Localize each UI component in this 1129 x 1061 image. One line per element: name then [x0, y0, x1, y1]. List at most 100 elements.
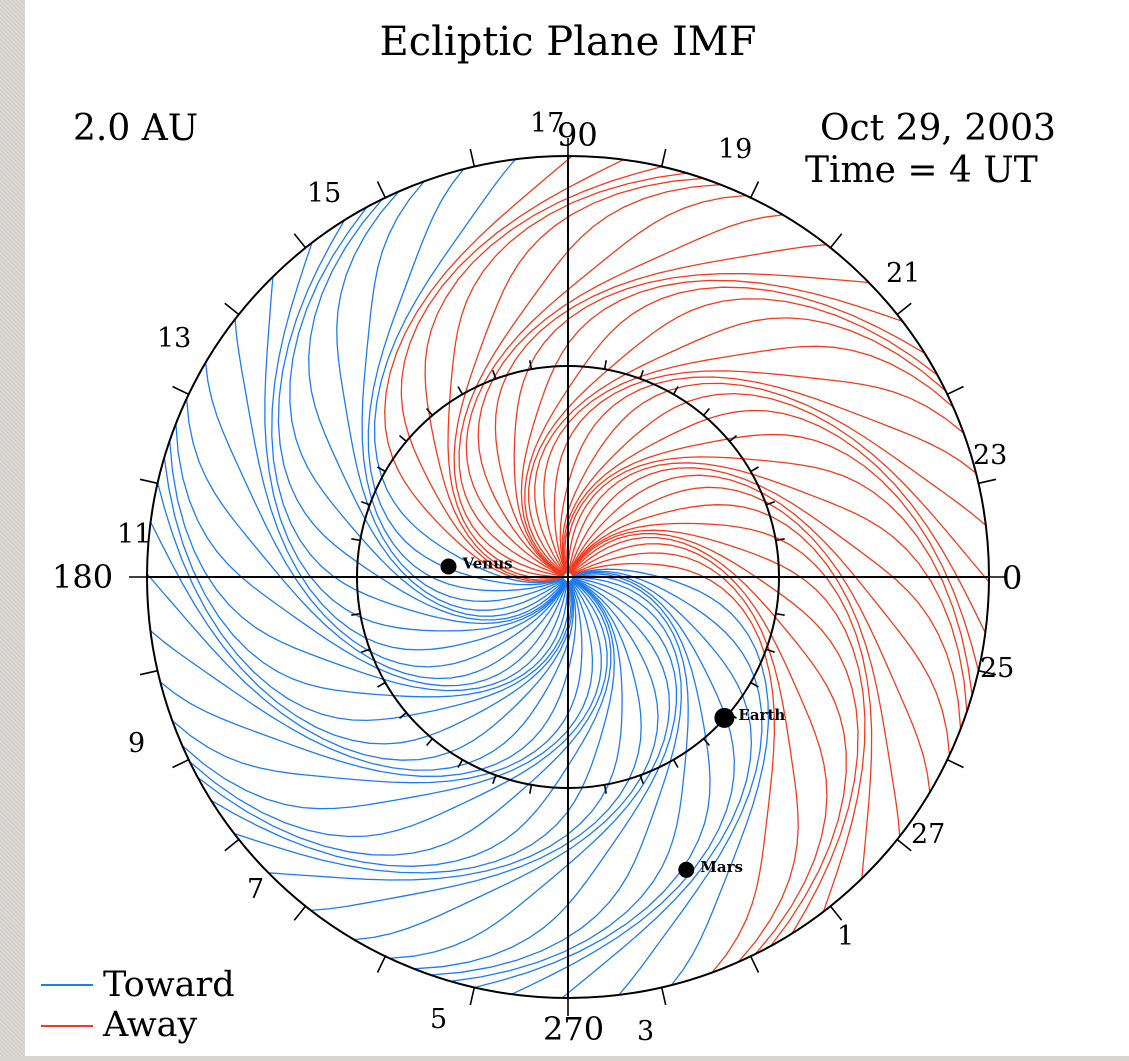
- toward-field-line: [159, 347, 569, 698]
- tick-mark: [639, 775, 644, 784]
- tick-mark: [398, 711, 407, 720]
- away-field-line: [524, 286, 989, 575]
- away-field-line: [400, 156, 693, 581]
- away-field-line: [568, 467, 962, 857]
- tick-mark: [978, 478, 997, 485]
- away-field-line: [561, 382, 989, 590]
- toward-field-line: [147, 580, 577, 777]
- tick-mark: [896, 302, 912, 316]
- distance-label: 2.0 AU: [73, 108, 198, 149]
- day-tick-label: 1: [837, 921, 854, 952]
- figure-title: Ecliptic Plane IMF: [380, 19, 757, 65]
- away-field-line: [569, 522, 873, 951]
- day-tick-label: 25: [980, 653, 1014, 684]
- tick-mark: [529, 360, 533, 370]
- away-field-line: [569, 504, 901, 917]
- away-field-line: [528, 298, 989, 575]
- toward-field-line: [289, 156, 566, 617]
- tick-mark: [946, 758, 964, 769]
- tick-mark: [139, 478, 158, 485]
- legend-toward-label: Toward: [103, 965, 235, 1005]
- tick-mark: [457, 386, 464, 395]
- toward-field-line: [271, 170, 567, 625]
- planet-mars-marker: [678, 861, 695, 878]
- day-tick-label: 7: [247, 874, 264, 905]
- away-field-line: [568, 474, 951, 871]
- toward-field-line: [306, 576, 682, 976]
- toward-field-line: [254, 578, 659, 941]
- tick-mark: [377, 466, 386, 473]
- planet-earth-label: Earth: [738, 706, 785, 724]
- tick-mark: [425, 407, 434, 416]
- toward-field-line: [147, 579, 608, 856]
- tick-mark: [978, 669, 997, 676]
- away-field-line: [513, 273, 941, 576]
- tick-mark: [749, 181, 760, 199]
- toward-field-line: [571, 568, 770, 998]
- away-field-line: [562, 392, 989, 643]
- time-label: Time = 4 UT: [805, 150, 1038, 191]
- day-tick-label: 17: [530, 108, 564, 139]
- tick-mark: [529, 784, 533, 794]
- toward-field-line: [147, 580, 583, 784]
- away-field-line: [564, 409, 989, 703]
- toward-field-line: [383, 575, 711, 998]
- tick-mark: [172, 385, 190, 396]
- tick-mark: [729, 434, 738, 443]
- day-tick-label: 13: [157, 323, 191, 354]
- toward-field-line: [147, 564, 575, 771]
- date-label: Oct 29, 2003: [820, 108, 1056, 149]
- imf-figure: Ecliptic Plane IMF 2.0 AU Oct 29, 2003 T…: [41, 19, 1056, 1048]
- tick-mark: [702, 738, 711, 747]
- tick-mark: [750, 681, 759, 688]
- tick-mark: [361, 648, 370, 653]
- toward-field-line: [204, 264, 567, 668]
- toward-field-line: [502, 571, 753, 998]
- away-field-line: [559, 376, 989, 574]
- toward-field-line: [162, 578, 615, 874]
- away-field-line: [571, 562, 776, 998]
- tick-mark: [351, 612, 361, 616]
- planets-group: Venus Earth Mars: [440, 555, 785, 878]
- toward-field-line: [147, 580, 602, 838]
- tick-mark: [750, 466, 759, 473]
- toward-field-line: [175, 296, 568, 687]
- away-field-line: [569, 529, 866, 985]
- tick-mark: [351, 538, 361, 542]
- planet-venus-label: Venus: [462, 555, 513, 573]
- day-tick-label: 23: [973, 440, 1007, 471]
- legend-away-label: Away: [102, 1005, 198, 1045]
- toward-field-line: [554, 570, 763, 998]
- planet-earth-marker: [714, 707, 735, 728]
- day-tick-label: 21: [886, 258, 920, 289]
- away-field-line: [520, 279, 975, 576]
- tick-mark: [457, 759, 464, 768]
- tick-mark: [492, 775, 497, 784]
- toward-field-line: [336, 156, 565, 602]
- tick-mark: [829, 233, 843, 249]
- away-field-line: [424, 156, 751, 579]
- away-field-line: [570, 536, 847, 998]
- away-field-line: [453, 177, 829, 578]
- toward-field-line: [229, 578, 642, 912]
- toward-field-line: [147, 453, 572, 745]
- away-field-line: [543, 345, 989, 574]
- day-tick-label: 19: [718, 134, 752, 165]
- tick-mark: [946, 385, 964, 396]
- away-field-line: [534, 317, 989, 574]
- toward-field-line: [286, 577, 678, 970]
- away-field-line: [570, 533, 859, 998]
- away-field-line: [567, 456, 977, 807]
- toward-field-line: [234, 237, 567, 651]
- away-field-line: [553, 370, 989, 574]
- toward-field-line: [147, 394, 570, 722]
- tick-mark: [775, 538, 785, 542]
- tick-mark: [376, 181, 387, 199]
- axis-label-270: 270: [543, 1010, 604, 1048]
- tick-marks-group: [129, 138, 1007, 1016]
- tick-mark: [293, 905, 307, 921]
- planet-mars-label: Mars: [700, 858, 743, 876]
- tick-mark: [224, 302, 240, 316]
- day-tick-label: 3: [637, 1016, 654, 1047]
- tick-mark: [749, 955, 760, 973]
